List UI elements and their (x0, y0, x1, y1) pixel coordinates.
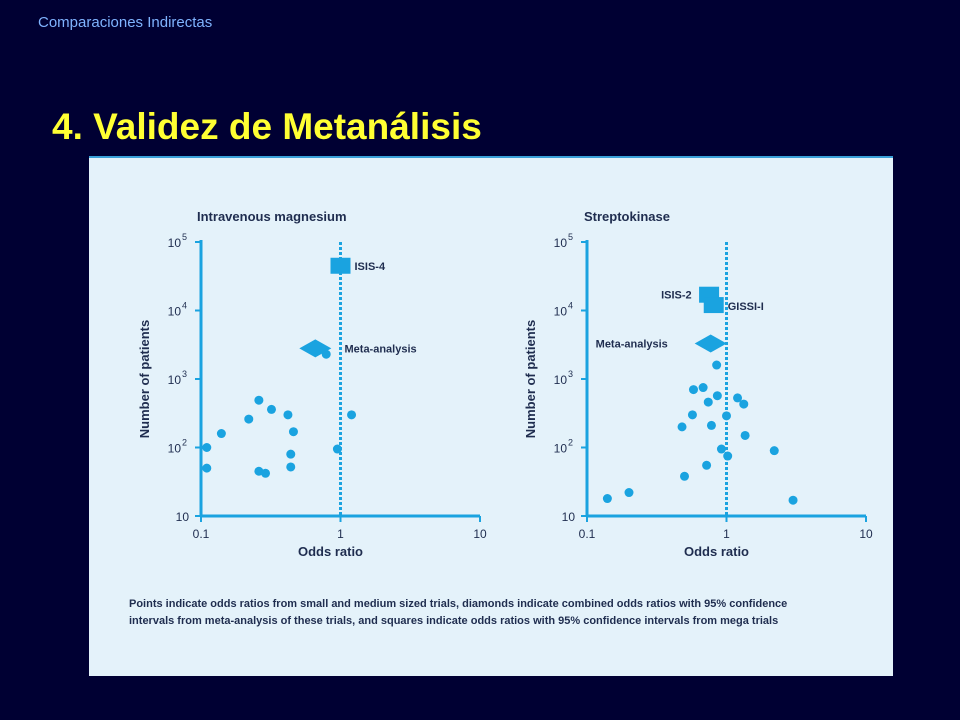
chart1-y-tick-label: 10 (168, 236, 182, 250)
chart1-trial-point (266, 404, 276, 414)
chart1-trial-point (332, 444, 342, 454)
chart2-trial-point (687, 410, 697, 420)
chart2-trial-point (740, 430, 750, 440)
chart2-meta-analysis-diamond (694, 334, 727, 353)
chart1-trial-point (286, 449, 296, 459)
chart2-y-tick-label: 10 (554, 442, 568, 456)
slide-title: 4. Validez de Metanálisis (52, 106, 482, 147)
chart1-trial-point (202, 443, 212, 452)
chart2-title: Streptokinase (584, 209, 670, 224)
chart2-trial-point (680, 471, 690, 481)
chart2-trial-point (712, 391, 722, 401)
caption-line-2: intervals from meta-analysis of these tr… (129, 615, 779, 627)
chart2-trial-point (698, 383, 708, 393)
chart1-trial-point (261, 468, 271, 478)
chart1-y-axis-label: Number of patients (137, 320, 152, 438)
chart1-y-tick-exponent: 5 (182, 232, 187, 242)
chart2-x-axis-label: Odds ratio (684, 544, 749, 559)
chart1-y-tick-label: 10 (176, 510, 190, 524)
chart1-mega-trial-square (330, 257, 351, 274)
chart2-y-tick-exponent: 5 (568, 232, 573, 242)
caption-line-1: Points indicate odds ratios from small a… (129, 598, 788, 610)
chart1-x-tick-label: 0.1 (193, 527, 210, 541)
chart2-y-axis-label: Number of patients (523, 320, 538, 438)
slide-header: Comparaciones Indirectas (38, 14, 213, 31)
chart1-trial-point (202, 463, 212, 473)
chart2-y-tick-label: 10 (554, 373, 568, 387)
chart2-mega-trial-square (703, 297, 724, 314)
chart1-x-tick-label: 10 (473, 527, 487, 541)
chart1-trial-point (286, 462, 296, 472)
chart2-y-tick-exponent: 2 (568, 438, 573, 448)
chart1-meta-analysis-diamond (299, 339, 332, 358)
chart1-y-tick-label: 10 (168, 442, 182, 456)
chart2-x-tick-label: 10 (859, 527, 873, 541)
chart2-trial-point (702, 460, 712, 470)
chart2-y-tick-exponent: 4 (568, 301, 573, 311)
chart2-y-tick-label: 10 (554, 305, 568, 319)
chart2-trial-point (602, 494, 612, 504)
chart2-y-tick-label: 10 (562, 510, 576, 524)
chart1-y-tick-label: 10 (168, 373, 182, 387)
chart2-trial-point (739, 399, 749, 409)
chart1-trial-point (288, 427, 298, 437)
chart2-trial-point (716, 444, 726, 454)
chart2-trial-point (712, 360, 722, 370)
chart2-trial-point (624, 488, 634, 498)
chart2-y-tick-label: 10 (554, 236, 568, 250)
chart1-mega-trial-label: ISIS-4 (355, 261, 386, 273)
chart1-title: Intravenous magnesium (197, 209, 347, 224)
chart1-trial-point (244, 414, 254, 424)
chart2-trial-point (688, 385, 698, 395)
chart2-trial-point (723, 451, 733, 461)
figure-caption: Points indicate odds ratios from small a… (129, 596, 869, 630)
chart1-y-tick-exponent: 2 (182, 438, 187, 448)
chart1-x-axis-label: Odds ratio (298, 544, 363, 559)
figure-panel: Intravenous magnesium 10 10 2 10 3 10 4 10 5 0.1 1 1… (89, 156, 893, 676)
chart2-x-tick-label: 1 (723, 527, 730, 541)
chart2-x-tick-label: 0.1 (579, 527, 596, 541)
chart1-trial-point (254, 395, 264, 405)
chart1-y-tick-label: 10 (168, 305, 182, 319)
chart2-trial-point (788, 495, 798, 505)
chart2-meta-analysis-label: Meta-analysis (596, 338, 668, 350)
chart1-x-tick-label: 1 (337, 527, 344, 541)
chart2-mega-trial-label: GISSI-I (728, 301, 764, 313)
chart1-trial-point (347, 410, 357, 420)
chart2-trial-point (769, 446, 779, 456)
chart1-y-tick-exponent: 4 (182, 301, 187, 311)
chart2-trial-point (677, 422, 687, 432)
chart2-mega-trial-label: ISIS-2 (661, 290, 692, 302)
chart2-trial-point (703, 397, 713, 407)
chart1-trial-point (216, 429, 226, 439)
chart2-y-tick-exponent: 3 (568, 369, 573, 379)
chart2-trial-point (722, 411, 731, 421)
chart1-meta-analysis-label: Meta-analysis (345, 343, 417, 355)
chart1-y-tick-exponent: 3 (182, 369, 187, 379)
chart2-trial-point (706, 420, 716, 430)
chart1-trial-point (283, 410, 293, 420)
chart2-trial-point (733, 393, 743, 403)
